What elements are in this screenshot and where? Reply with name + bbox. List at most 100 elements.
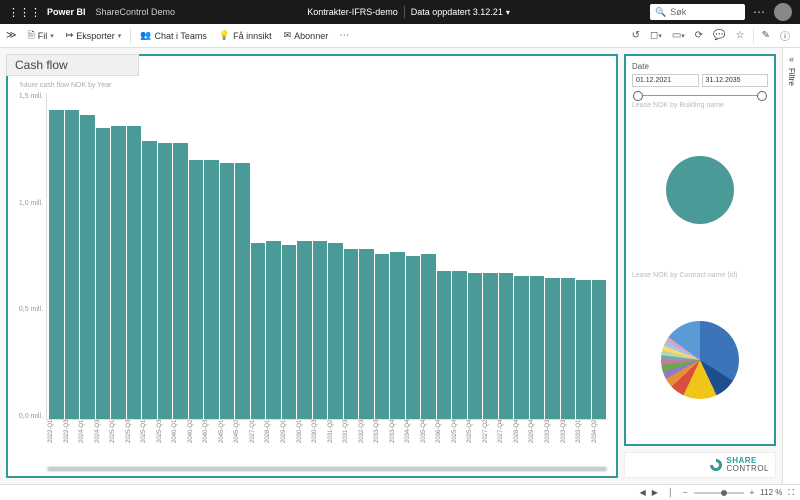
page-nav-next-icon[interactable]: ▶: [652, 488, 658, 497]
side-panel: Date 01.12.2021 31.12.2035 Lease NOK by …: [624, 54, 776, 478]
bar[interactable]: [189, 160, 204, 419]
bar[interactable]: [514, 276, 529, 419]
filters-label: Filtre: [787, 68, 796, 86]
cmd-more-icon[interactable]: ⋯: [335, 28, 353, 43]
app-launcher-icon[interactable]: ⋮⋮⋮: [8, 6, 41, 19]
export-menu[interactable]: ↦ Eksporter▾: [61, 28, 127, 43]
side-card-top: Date 01.12.2021 31.12.2035 Lease NOK by …: [624, 54, 776, 446]
bar[interactable]: [359, 249, 374, 419]
file-icon: 🗎: [27, 28, 34, 44]
logo-mark-icon: [710, 459, 722, 471]
chart-subtitle: future cash flow NOK by Year: [20, 82, 608, 89]
view-icon[interactable]: ▭▾: [668, 28, 689, 43]
export-icon: ↦: [66, 30, 74, 41]
cash-flow-visual[interactable]: Cash flow future cash flow NOK by Year 1…: [6, 54, 618, 478]
search-icon: 🔍: [655, 7, 666, 18]
bar[interactable]: [545, 278, 560, 419]
zoom-slider[interactable]: [694, 492, 744, 494]
header-more-icon[interactable]: ⋯: [753, 5, 766, 19]
pie-contract-title: Lease NOK by Contract name (id): [632, 272, 768, 279]
zoom-level[interactable]: 112 %: [760, 488, 782, 497]
command-bar: ≫ 🗎 Fil▾ ↦ Eksporter▾ 👥 Chat i Teams 💡 F…: [0, 24, 800, 48]
bar[interactable]: [65, 110, 80, 419]
bar[interactable]: [592, 280, 607, 419]
zoom-in-icon[interactable]: +: [750, 488, 755, 497]
date-filter-label: Date: [632, 62, 768, 71]
bar[interactable]: [282, 245, 297, 419]
page-title: Cash flow: [6, 54, 139, 76]
date-range-slider[interactable]: [637, 95, 763, 96]
file-menu[interactable]: 🗎 Fil▾: [22, 26, 58, 46]
star-icon[interactable]: ☆: [732, 28, 749, 43]
page-nav-prev-icon[interactable]: ◀: [640, 488, 646, 497]
app-header: ⋮⋮⋮ Power BI ShareControl Demo Kontrakte…: [0, 0, 800, 24]
bulb-icon: 💡: [219, 30, 230, 41]
bar[interactable]: [375, 254, 390, 419]
bar[interactable]: [437, 271, 452, 419]
subscribe-button[interactable]: ✉ Abonner: [279, 28, 334, 43]
report-name[interactable]: Kontrakter-IFRS-demo: [307, 7, 398, 17]
edit-icon[interactable]: ✎: [758, 28, 774, 43]
bar[interactable]: [80, 115, 95, 419]
search-input[interactable]: 🔍 Søk: [650, 4, 745, 20]
bar[interactable]: [483, 273, 498, 419]
bar[interactable]: [421, 254, 436, 419]
expand-nav-icon[interactable]: ≫: [6, 30, 16, 41]
insights-button[interactable]: 💡 Få innsikt: [214, 28, 277, 43]
search-placeholder: Søk: [670, 7, 686, 17]
bar[interactable]: [530, 276, 545, 419]
bar[interactable]: [406, 256, 421, 419]
fit-page-icon[interactable]: ⛶: [788, 488, 794, 498]
bar[interactable]: [111, 126, 126, 419]
bookmark-icon[interactable]: ◻▾: [646, 28, 666, 43]
chat-teams-button[interactable]: 👥 Chat i Teams: [135, 28, 212, 43]
status-bar: ◀ ▶ │ − + 112 % ⛶: [0, 484, 800, 500]
bar[interactable]: [220, 163, 235, 419]
bar[interactable]: [127, 126, 142, 419]
bar[interactable]: [142, 141, 157, 419]
teams-icon: 👥: [140, 30, 151, 41]
comment-icon[interactable]: 💬: [709, 28, 729, 43]
bar[interactable]: [297, 241, 312, 419]
date-from-input[interactable]: 01.12.2021: [632, 74, 699, 87]
avatar[interactable]: [774, 3, 792, 21]
bar[interactable]: [49, 110, 64, 419]
pie-building-title: Lease NOK by Building name: [632, 102, 768, 109]
y-axis: 1,5 mill.1,0 mill.0,5 mill.0,0 mill.: [16, 93, 46, 460]
pie-contract-chart[interactable]: [661, 321, 739, 399]
zoom-out-icon[interactable]: −: [683, 488, 688, 497]
bar[interactable]: [576, 280, 591, 419]
bar[interactable]: [158, 143, 173, 419]
bar[interactable]: [328, 243, 343, 419]
logo-line2: CONTROL: [726, 465, 769, 473]
date-to-input[interactable]: 31.12.2035: [702, 74, 769, 87]
bar[interactable]: [390, 252, 405, 419]
brand-logo: SHARE CONTROL: [624, 452, 776, 478]
bar[interactable]: [499, 273, 514, 419]
report-canvas: Cash flow future cash flow NOK by Year 1…: [0, 48, 782, 484]
x-axis: 2022-Q12022-Q32024-Q12024-Q32025-Q12025-…: [46, 420, 608, 460]
bar[interactable]: [173, 143, 188, 419]
bar[interactable]: [251, 243, 266, 419]
filters-pane-collapsed[interactable]: « Filtre: [782, 48, 800, 484]
bar[interactable]: [235, 163, 250, 419]
bar[interactable]: [204, 160, 219, 419]
bar[interactable]: [468, 273, 483, 419]
info-icon[interactable]: ⓘ: [776, 26, 794, 45]
refresh-icon[interactable]: ⟳: [691, 28, 707, 43]
bar-chart-plot[interactable]: [46, 93, 608, 420]
bar[interactable]: [266, 241, 281, 419]
product-name: Power BI: [47, 7, 86, 17]
bar[interactable]: [452, 271, 467, 419]
bar[interactable]: [344, 249, 359, 419]
data-updated-label[interactable]: Data oppdatert 3.12.21▾: [411, 7, 510, 17]
bar[interactable]: [561, 278, 576, 419]
bar[interactable]: [96, 128, 111, 419]
header-center: Kontrakter-IFRS-demo Data oppdatert 3.12…: [307, 6, 510, 18]
chart-scrollbar[interactable]: [46, 466, 608, 472]
reset-icon[interactable]: ↺: [628, 28, 644, 43]
pie-building-chart[interactable]: [666, 156, 734, 224]
bar[interactable]: [313, 241, 328, 419]
expand-filters-icon[interactable]: «: [789, 54, 794, 64]
workspace-name[interactable]: ShareControl Demo: [96, 7, 176, 17]
